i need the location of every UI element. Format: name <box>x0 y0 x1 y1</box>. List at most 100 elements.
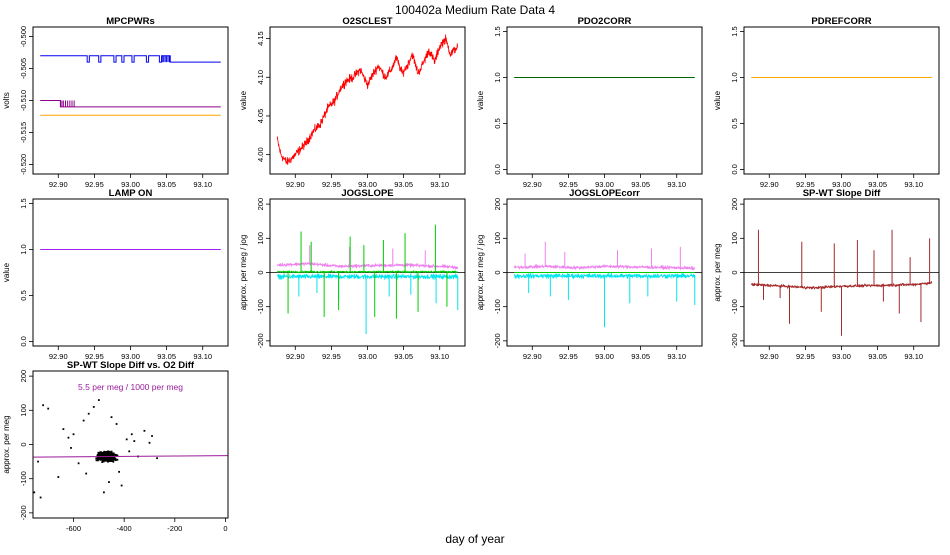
series-green <box>276 270 459 274</box>
x-tick-label: 93.05 <box>631 180 650 189</box>
scatter-point <box>112 460 115 463</box>
plot-frame <box>269 26 466 175</box>
y-tick-label: 1.0 <box>730 72 739 82</box>
series-blue <box>40 55 221 63</box>
y-axis-label: value <box>713 90 722 110</box>
scatter-point <box>104 458 107 461</box>
scatter-point <box>100 456 103 459</box>
scatter-point <box>109 458 112 461</box>
y-axis-label: value <box>2 262 11 282</box>
scatter-point <box>113 453 116 456</box>
scatter-point <box>103 459 106 462</box>
scatter-point <box>95 459 98 462</box>
scatter-point <box>103 453 106 456</box>
y-tick-label: -200 <box>730 333 739 348</box>
plot-area <box>33 399 228 499</box>
x-tick-label: 92.95 <box>85 352 104 361</box>
x-tick-label: 0 <box>223 524 227 533</box>
scatter-point <box>108 459 111 462</box>
scatter-point <box>39 496 42 499</box>
series-violet <box>276 262 459 270</box>
scatter-point <box>110 452 113 455</box>
scatter-point <box>98 456 101 459</box>
y-tick-label: -200 <box>256 333 265 348</box>
scatter-point <box>106 460 109 463</box>
scatter-point <box>57 476 60 478</box>
scatter-point <box>118 470 121 473</box>
scatter-point <box>101 451 104 454</box>
panel-title: SP-WT Slope Diff <box>803 188 881 199</box>
x-tick-label: 93.00 <box>832 180 851 189</box>
x-tick-label: 93.05 <box>868 352 887 361</box>
scatter-point <box>104 453 106 455</box>
scatter-point <box>143 429 146 432</box>
scatter-point <box>109 452 112 455</box>
y-tick-label: 0 <box>730 270 739 274</box>
plot-frame <box>743 198 940 347</box>
y-axis-label: volts <box>2 92 11 108</box>
scatter-point <box>151 435 153 437</box>
scatter-point <box>95 457 98 460</box>
chart-panel-1: MPCPWRs volts 92.90 92.95 93.00 93.05 93.10 -0.… <box>2 16 229 189</box>
x-tick-label: 92.90 <box>760 180 779 189</box>
scatter-point <box>113 458 115 461</box>
y-tick-label: -0.500 <box>19 26 28 47</box>
scatter-point <box>82 419 85 422</box>
x-tick-label: 93.00 <box>358 180 377 189</box>
x-tick-label: 93.05 <box>157 180 176 189</box>
x-tick-label: 92.95 <box>322 180 341 189</box>
x-tick-label: 93.05 <box>868 180 887 189</box>
y-tick-label: -0.510 <box>19 90 28 111</box>
scatter-point <box>103 457 106 460</box>
y-tick-label: 1.0 <box>19 244 28 254</box>
scatter-point <box>120 484 123 487</box>
y-tick-label: 1.5 <box>19 198 28 208</box>
scatter-point <box>105 452 108 455</box>
y-axis-label: approx. per meg / jog <box>476 235 485 311</box>
x-tick-label: 93.10 <box>430 180 449 189</box>
y-tick-label: -100 <box>256 299 265 314</box>
x-tick-label: 93.00 <box>358 352 377 361</box>
x-axis-label: day of year <box>445 532 504 546</box>
scatter-point <box>110 459 112 462</box>
scatter-point <box>107 458 110 461</box>
y-tick-label: 1.0 <box>493 72 502 82</box>
panel-title: SP-WT Slope Diff vs. O2 Diff <box>67 360 195 371</box>
x-tick-label: 93.10 <box>430 352 449 361</box>
scatter-point <box>103 491 105 494</box>
x-tick-label: 93.00 <box>595 180 614 189</box>
y-tick-label: -0.505 <box>19 58 28 79</box>
scatter-point <box>148 441 151 444</box>
plot-frame <box>269 198 466 347</box>
scatter-point <box>109 453 111 456</box>
x-tick-label: -400 <box>117 524 132 533</box>
y-tick-label: 4.00 <box>256 147 265 162</box>
scatter-point <box>106 450 109 453</box>
panel-title: O2SCLEST <box>342 16 392 27</box>
scatter-point <box>102 460 105 463</box>
scatter-point <box>97 399 100 401</box>
plot-frame <box>32 26 229 175</box>
y-tick-label: 4.15 <box>256 31 265 46</box>
chart-panel-8: SP-WT Slope Diff approx. per meg 92.90 92.9… <box>713 188 940 361</box>
scatter-point <box>77 462 80 465</box>
scatter-point <box>100 457 102 460</box>
fit-line <box>33 455 228 458</box>
scatter-point <box>125 438 128 441</box>
panel-title: JOGSLOPE <box>341 188 393 199</box>
y-tick-label: 200 <box>730 198 739 211</box>
plot-area <box>276 34 459 165</box>
scatter-point <box>110 456 113 459</box>
scatter-point <box>99 451 101 454</box>
scatter-point <box>101 458 104 461</box>
plot-frame <box>32 198 229 347</box>
chart-panel-4: PDREFCORR value 92.90 92.95 93.00 93.05 93.10 0… <box>713 16 940 189</box>
x-tick-label: 93.00 <box>121 352 140 361</box>
y-tick-label: 100 <box>730 232 739 245</box>
scatter-point <box>97 451 100 454</box>
x-tick-label: 93.00 <box>595 352 614 361</box>
y-tick-label: 1.5 <box>730 26 739 36</box>
plot-frame <box>506 198 703 347</box>
scatter-point <box>67 436 70 439</box>
scatter-point <box>104 459 107 462</box>
